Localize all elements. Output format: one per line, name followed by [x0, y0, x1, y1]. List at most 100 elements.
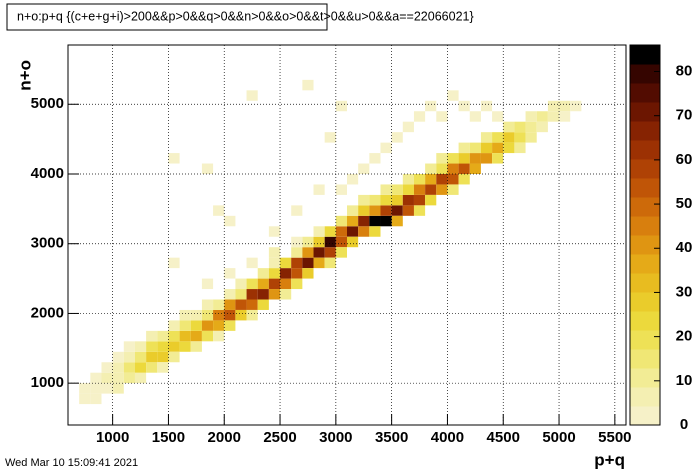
cell [436, 173, 448, 185]
cell [268, 257, 281, 269]
cell [280, 289, 292, 300]
cell [90, 383, 102, 394]
cell [335, 236, 347, 248]
cell [134, 362, 147, 373]
cell [146, 351, 158, 363]
colorbar-swatch [630, 197, 660, 217]
cell [213, 320, 225, 331]
cell [447, 153, 459, 164]
cell [112, 351, 124, 363]
cell [503, 121, 515, 133]
x-tick-label: 5500 [598, 429, 631, 446]
x-tick-label: 2000 [208, 429, 241, 446]
cell [425, 173, 437, 185]
cell [90, 393, 102, 405]
cell [101, 362, 113, 373]
cell [134, 341, 147, 352]
cell [213, 330, 225, 342]
cell [469, 153, 481, 164]
cell [213, 205, 225, 216]
colorbar-swatch [630, 121, 660, 141]
cell [402, 194, 414, 206]
cell [246, 289, 258, 300]
cell [369, 153, 381, 164]
x-tick-label: 3000 [319, 429, 352, 446]
cell [458, 142, 470, 154]
cell [313, 226, 325, 237]
plot-frame [67, 44, 627, 426]
colorbar-tick-label: 0 [680, 416, 688, 433]
cell [413, 184, 426, 195]
cell [224, 268, 236, 279]
cell [458, 100, 470, 112]
cell [559, 111, 571, 122]
cell [146, 330, 158, 342]
cell [413, 173, 426, 185]
cell [525, 132, 537, 143]
cell [503, 132, 515, 143]
cell [503, 142, 515, 154]
cell [436, 184, 448, 195]
cell [123, 372, 135, 384]
cell [358, 163, 370, 174]
cell [447, 184, 459, 195]
cell [201, 163, 214, 174]
cell [391, 215, 403, 227]
cell [324, 247, 336, 258]
cell [391, 205, 403, 216]
cell [201, 278, 214, 290]
cell [402, 184, 414, 195]
colorbar-swatch [630, 140, 660, 160]
colorbar-swatch [630, 406, 660, 426]
cell [268, 226, 281, 237]
colorbar-tick-label: 20 [676, 328, 693, 345]
cell [268, 278, 281, 290]
cell [425, 184, 437, 195]
cell [469, 111, 481, 122]
cell [559, 100, 571, 112]
colorbar-swatch [630, 216, 660, 236]
colorbar-swatch [630, 159, 660, 179]
cell [324, 132, 336, 143]
cell [257, 299, 269, 310]
cell [179, 341, 191, 352]
cell [157, 362, 169, 373]
cell [235, 278, 247, 290]
cell [79, 393, 91, 405]
cell [492, 153, 504, 164]
cell [190, 320, 202, 331]
cell [347, 215, 359, 227]
cell [291, 257, 303, 269]
cell [480, 100, 493, 112]
colorbar-swatch [630, 235, 660, 255]
cell [324, 226, 336, 237]
cell [134, 372, 147, 384]
cell [201, 320, 214, 331]
cell [347, 173, 359, 185]
cell [447, 173, 459, 185]
cell [224, 309, 236, 321]
cell [179, 309, 191, 321]
cell [313, 184, 325, 195]
y-tick-label: 5000 [31, 95, 64, 112]
cell [436, 163, 448, 174]
y-tick-label: 1000 [31, 374, 64, 391]
cell [224, 215, 236, 227]
cell [391, 194, 403, 206]
cell [224, 320, 236, 331]
cell [302, 257, 314, 269]
cell [268, 268, 281, 279]
x-tick-label: 1500 [152, 429, 185, 446]
cell [469, 163, 481, 174]
cell [492, 142, 504, 154]
colorbar-tick-label: 10 [676, 372, 693, 389]
timestamp: Wed Mar 10 15:09:41 2021 [5, 457, 138, 469]
cell [123, 362, 135, 373]
cell [358, 205, 370, 216]
cell [436, 111, 448, 122]
cell [235, 299, 247, 310]
cell [201, 299, 214, 310]
cell [369, 226, 381, 237]
cell [413, 205, 426, 216]
x-tick-label: 4000 [431, 429, 464, 446]
